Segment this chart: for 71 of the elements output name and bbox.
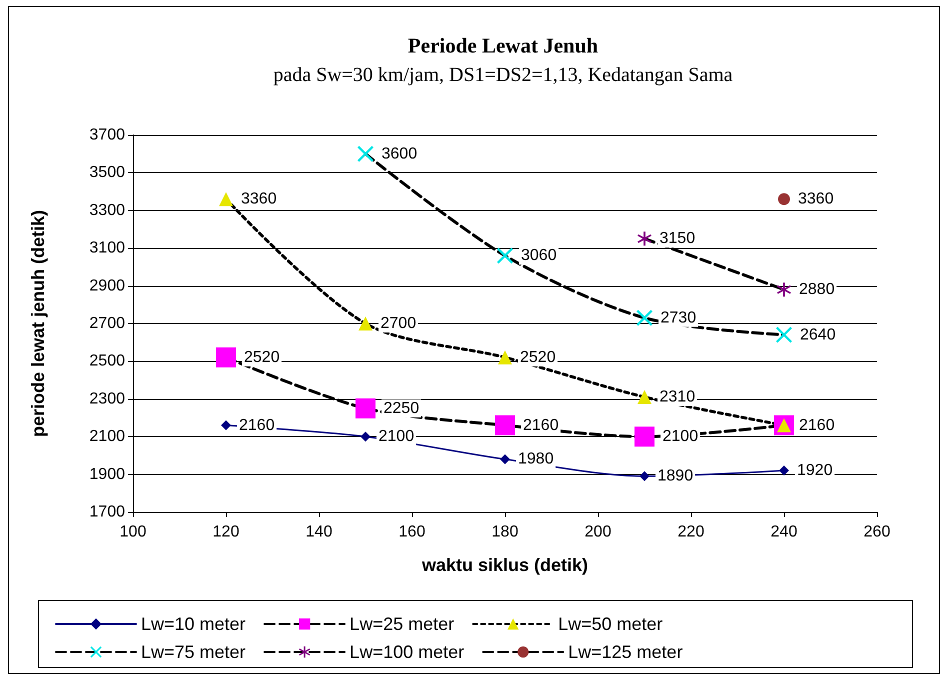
point — [498, 350, 512, 364]
point — [638, 390, 652, 404]
data-label: 2700 — [380, 315, 416, 332]
legend-label: Lw=75 meter — [141, 642, 246, 662]
point — [777, 282, 791, 297]
data-label: 1920 — [797, 462, 833, 480]
point — [360, 432, 370, 442]
data-label: 2520 — [244, 348, 280, 366]
point — [778, 193, 790, 206]
data-label: 2310 — [660, 388, 696, 406]
point — [500, 454, 510, 464]
data-label: 2160 — [799, 416, 835, 434]
x-tick-label: 160 — [398, 524, 426, 540]
data-label: 2640 — [800, 326, 836, 344]
x-tick-label: 100 — [120, 524, 146, 540]
point — [495, 415, 515, 436]
point — [497, 248, 513, 264]
data-label: 3360 — [798, 190, 834, 208]
point — [636, 310, 652, 326]
data-label: 1980 — [518, 450, 554, 468]
data-label: 2100 — [662, 428, 698, 446]
x-tick-label: 180 — [492, 524, 518, 540]
legend-label: Lw=25 meter — [350, 614, 454, 634]
data-label: 3150 — [660, 230, 696, 248]
y-tick-label: 2900 — [89, 277, 126, 294]
y-tick-label: 3100 — [89, 240, 126, 257]
data-label: 2160 — [523, 416, 559, 434]
data-label: 2730 — [660, 309, 696, 326]
legend-label: Lw=10 meter — [141, 614, 246, 634]
data-label: 3600 — [382, 145, 418, 162]
point — [358, 316, 372, 330]
point — [216, 347, 236, 368]
point — [356, 398, 376, 418]
point — [779, 466, 789, 476]
legend-label: Lw=100 meter — [350, 642, 464, 662]
legend-label: Lw=125 meter — [568, 642, 683, 662]
point — [634, 426, 654, 447]
y-tick-label: 2700 — [89, 315, 126, 332]
point — [221, 420, 231, 430]
point — [358, 146, 374, 162]
point — [638, 232, 652, 246]
legend-label: Lw=50 meter — [558, 614, 663, 634]
data-label: 3360 — [241, 190, 277, 208]
data-label: 2100 — [378, 428, 414, 446]
point — [640, 471, 650, 482]
data-label: 3060 — [521, 247, 557, 264]
point — [219, 192, 233, 206]
x-axis-title: waktu siklus (detik) — [420, 555, 588, 575]
data-label: 2520 — [520, 348, 556, 366]
y-tick-label: 3700 — [89, 126, 126, 144]
y-tick-label: 2500 — [89, 352, 126, 370]
y-tick-label: 3500 — [89, 164, 126, 182]
y-tick-label: 1900 — [89, 466, 126, 483]
y-tick-label: 2300 — [89, 390, 126, 408]
y-axis-title: periode lewat jenuh (detik) — [28, 210, 48, 438]
x-tick-label: 200 — [584, 524, 612, 540]
y-tick-label: 3300 — [89, 202, 126, 219]
data-label: 1890 — [658, 468, 694, 485]
x-tick-label: 140 — [306, 524, 332, 540]
chart-subtitle: pada Sw=30 km/jam, DS1=DS2=1,13, Kedatangan Sama — [273, 64, 733, 86]
y-tick-label: 1700 — [89, 504, 126, 520]
x-tick-label: 220 — [678, 524, 704, 540]
point — [776, 326, 792, 343]
data-label: 2160 — [239, 416, 275, 434]
data-label: 2880 — [799, 281, 835, 298]
data-label: 2250 — [384, 400, 420, 417]
x-tick-label: 240 — [770, 524, 798, 540]
x-tick-label: 120 — [212, 524, 240, 540]
chart-title: Periode Lewat Jenuh — [408, 34, 598, 58]
x-tick-label: 260 — [864, 524, 890, 540]
y-tick-label: 2100 — [89, 428, 126, 446]
